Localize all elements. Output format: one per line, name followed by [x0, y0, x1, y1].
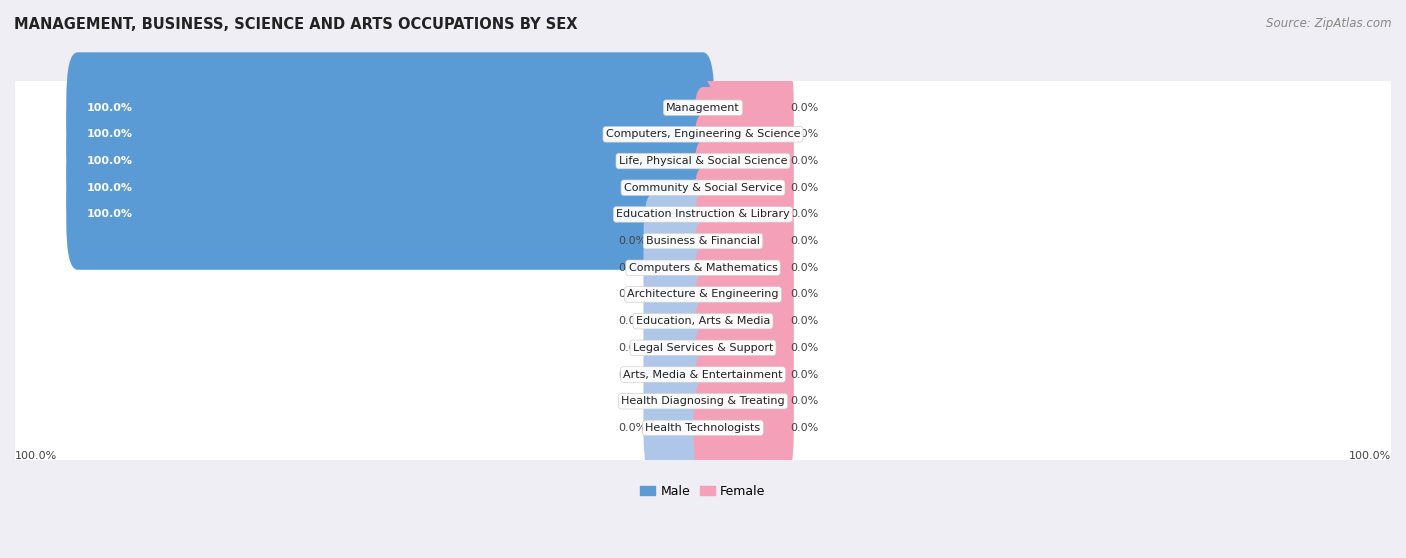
Text: 0.0%: 0.0% — [790, 316, 818, 326]
FancyBboxPatch shape — [693, 87, 794, 182]
Text: 0.0%: 0.0% — [790, 396, 818, 406]
Text: Architecture & Engineering: Architecture & Engineering — [627, 290, 779, 300]
Text: Health Diagnosing & Treating: Health Diagnosing & Treating — [621, 396, 785, 406]
FancyBboxPatch shape — [8, 124, 1398, 251]
FancyBboxPatch shape — [693, 247, 794, 342]
Text: Health Technologists: Health Technologists — [645, 423, 761, 433]
Text: 100.0%: 100.0% — [1348, 451, 1391, 461]
FancyBboxPatch shape — [8, 98, 1398, 224]
Text: Source: ZipAtlas.com: Source: ZipAtlas.com — [1267, 17, 1392, 30]
FancyBboxPatch shape — [8, 364, 1398, 491]
FancyBboxPatch shape — [644, 220, 713, 315]
Text: 0.0%: 0.0% — [619, 236, 647, 246]
Text: 0.0%: 0.0% — [619, 423, 647, 433]
FancyBboxPatch shape — [693, 194, 794, 288]
FancyBboxPatch shape — [8, 231, 1398, 358]
FancyBboxPatch shape — [66, 159, 714, 270]
Text: Education Instruction & Library: Education Instruction & Library — [616, 209, 790, 219]
FancyBboxPatch shape — [66, 79, 714, 190]
Text: 100.0%: 100.0% — [87, 209, 134, 219]
FancyBboxPatch shape — [8, 178, 1398, 305]
Text: 0.0%: 0.0% — [790, 343, 818, 353]
Text: 0.0%: 0.0% — [619, 290, 647, 300]
Text: Community & Social Service: Community & Social Service — [624, 182, 782, 193]
FancyBboxPatch shape — [8, 151, 1398, 278]
FancyBboxPatch shape — [693, 114, 794, 209]
Text: 0.0%: 0.0% — [790, 129, 818, 140]
Text: 0.0%: 0.0% — [619, 263, 647, 273]
Legend: Male, Female: Male, Female — [636, 480, 770, 503]
FancyBboxPatch shape — [693, 220, 794, 315]
Text: 100.0%: 100.0% — [87, 156, 134, 166]
Text: Business & Financial: Business & Financial — [645, 236, 761, 246]
FancyBboxPatch shape — [693, 327, 794, 422]
FancyBboxPatch shape — [66, 52, 714, 163]
Text: 0.0%: 0.0% — [790, 423, 818, 433]
Text: 100.0%: 100.0% — [87, 182, 134, 193]
Text: 100.0%: 100.0% — [87, 103, 134, 113]
Text: 0.0%: 0.0% — [619, 316, 647, 326]
FancyBboxPatch shape — [8, 285, 1398, 411]
Text: Education, Arts & Media: Education, Arts & Media — [636, 316, 770, 326]
Text: Computers & Mathematics: Computers & Mathematics — [628, 263, 778, 273]
FancyBboxPatch shape — [693, 300, 794, 395]
FancyBboxPatch shape — [8, 44, 1398, 171]
FancyBboxPatch shape — [644, 274, 713, 368]
FancyBboxPatch shape — [644, 247, 713, 342]
FancyBboxPatch shape — [644, 194, 713, 288]
FancyBboxPatch shape — [644, 327, 713, 422]
FancyBboxPatch shape — [8, 258, 1398, 384]
Text: 0.0%: 0.0% — [790, 263, 818, 273]
Text: 0.0%: 0.0% — [790, 369, 818, 379]
Text: 0.0%: 0.0% — [790, 236, 818, 246]
Text: 0.0%: 0.0% — [790, 290, 818, 300]
FancyBboxPatch shape — [644, 381, 713, 475]
FancyBboxPatch shape — [693, 167, 794, 262]
FancyBboxPatch shape — [8, 204, 1398, 331]
Text: Life, Physical & Social Science: Life, Physical & Social Science — [619, 156, 787, 166]
FancyBboxPatch shape — [693, 141, 794, 235]
FancyBboxPatch shape — [644, 300, 713, 395]
Text: 0.0%: 0.0% — [790, 103, 818, 113]
Text: 100.0%: 100.0% — [15, 451, 58, 461]
FancyBboxPatch shape — [66, 132, 714, 243]
FancyBboxPatch shape — [693, 354, 794, 449]
Text: Arts, Media & Entertainment: Arts, Media & Entertainment — [623, 369, 783, 379]
FancyBboxPatch shape — [8, 311, 1398, 438]
Text: 100.0%: 100.0% — [87, 129, 134, 140]
Text: Legal Services & Support: Legal Services & Support — [633, 343, 773, 353]
Text: 0.0%: 0.0% — [790, 182, 818, 193]
FancyBboxPatch shape — [8, 71, 1398, 198]
Text: 0.0%: 0.0% — [619, 396, 647, 406]
Text: 0.0%: 0.0% — [790, 209, 818, 219]
FancyBboxPatch shape — [693, 381, 794, 475]
FancyBboxPatch shape — [66, 105, 714, 217]
Text: Management: Management — [666, 103, 740, 113]
FancyBboxPatch shape — [8, 338, 1398, 465]
FancyBboxPatch shape — [693, 60, 794, 155]
Text: MANAGEMENT, BUSINESS, SCIENCE AND ARTS OCCUPATIONS BY SEX: MANAGEMENT, BUSINESS, SCIENCE AND ARTS O… — [14, 17, 578, 32]
FancyBboxPatch shape — [644, 354, 713, 449]
Text: 0.0%: 0.0% — [619, 343, 647, 353]
FancyBboxPatch shape — [693, 274, 794, 368]
Text: 0.0%: 0.0% — [790, 156, 818, 166]
Text: 0.0%: 0.0% — [619, 369, 647, 379]
Text: Computers, Engineering & Science: Computers, Engineering & Science — [606, 129, 800, 140]
